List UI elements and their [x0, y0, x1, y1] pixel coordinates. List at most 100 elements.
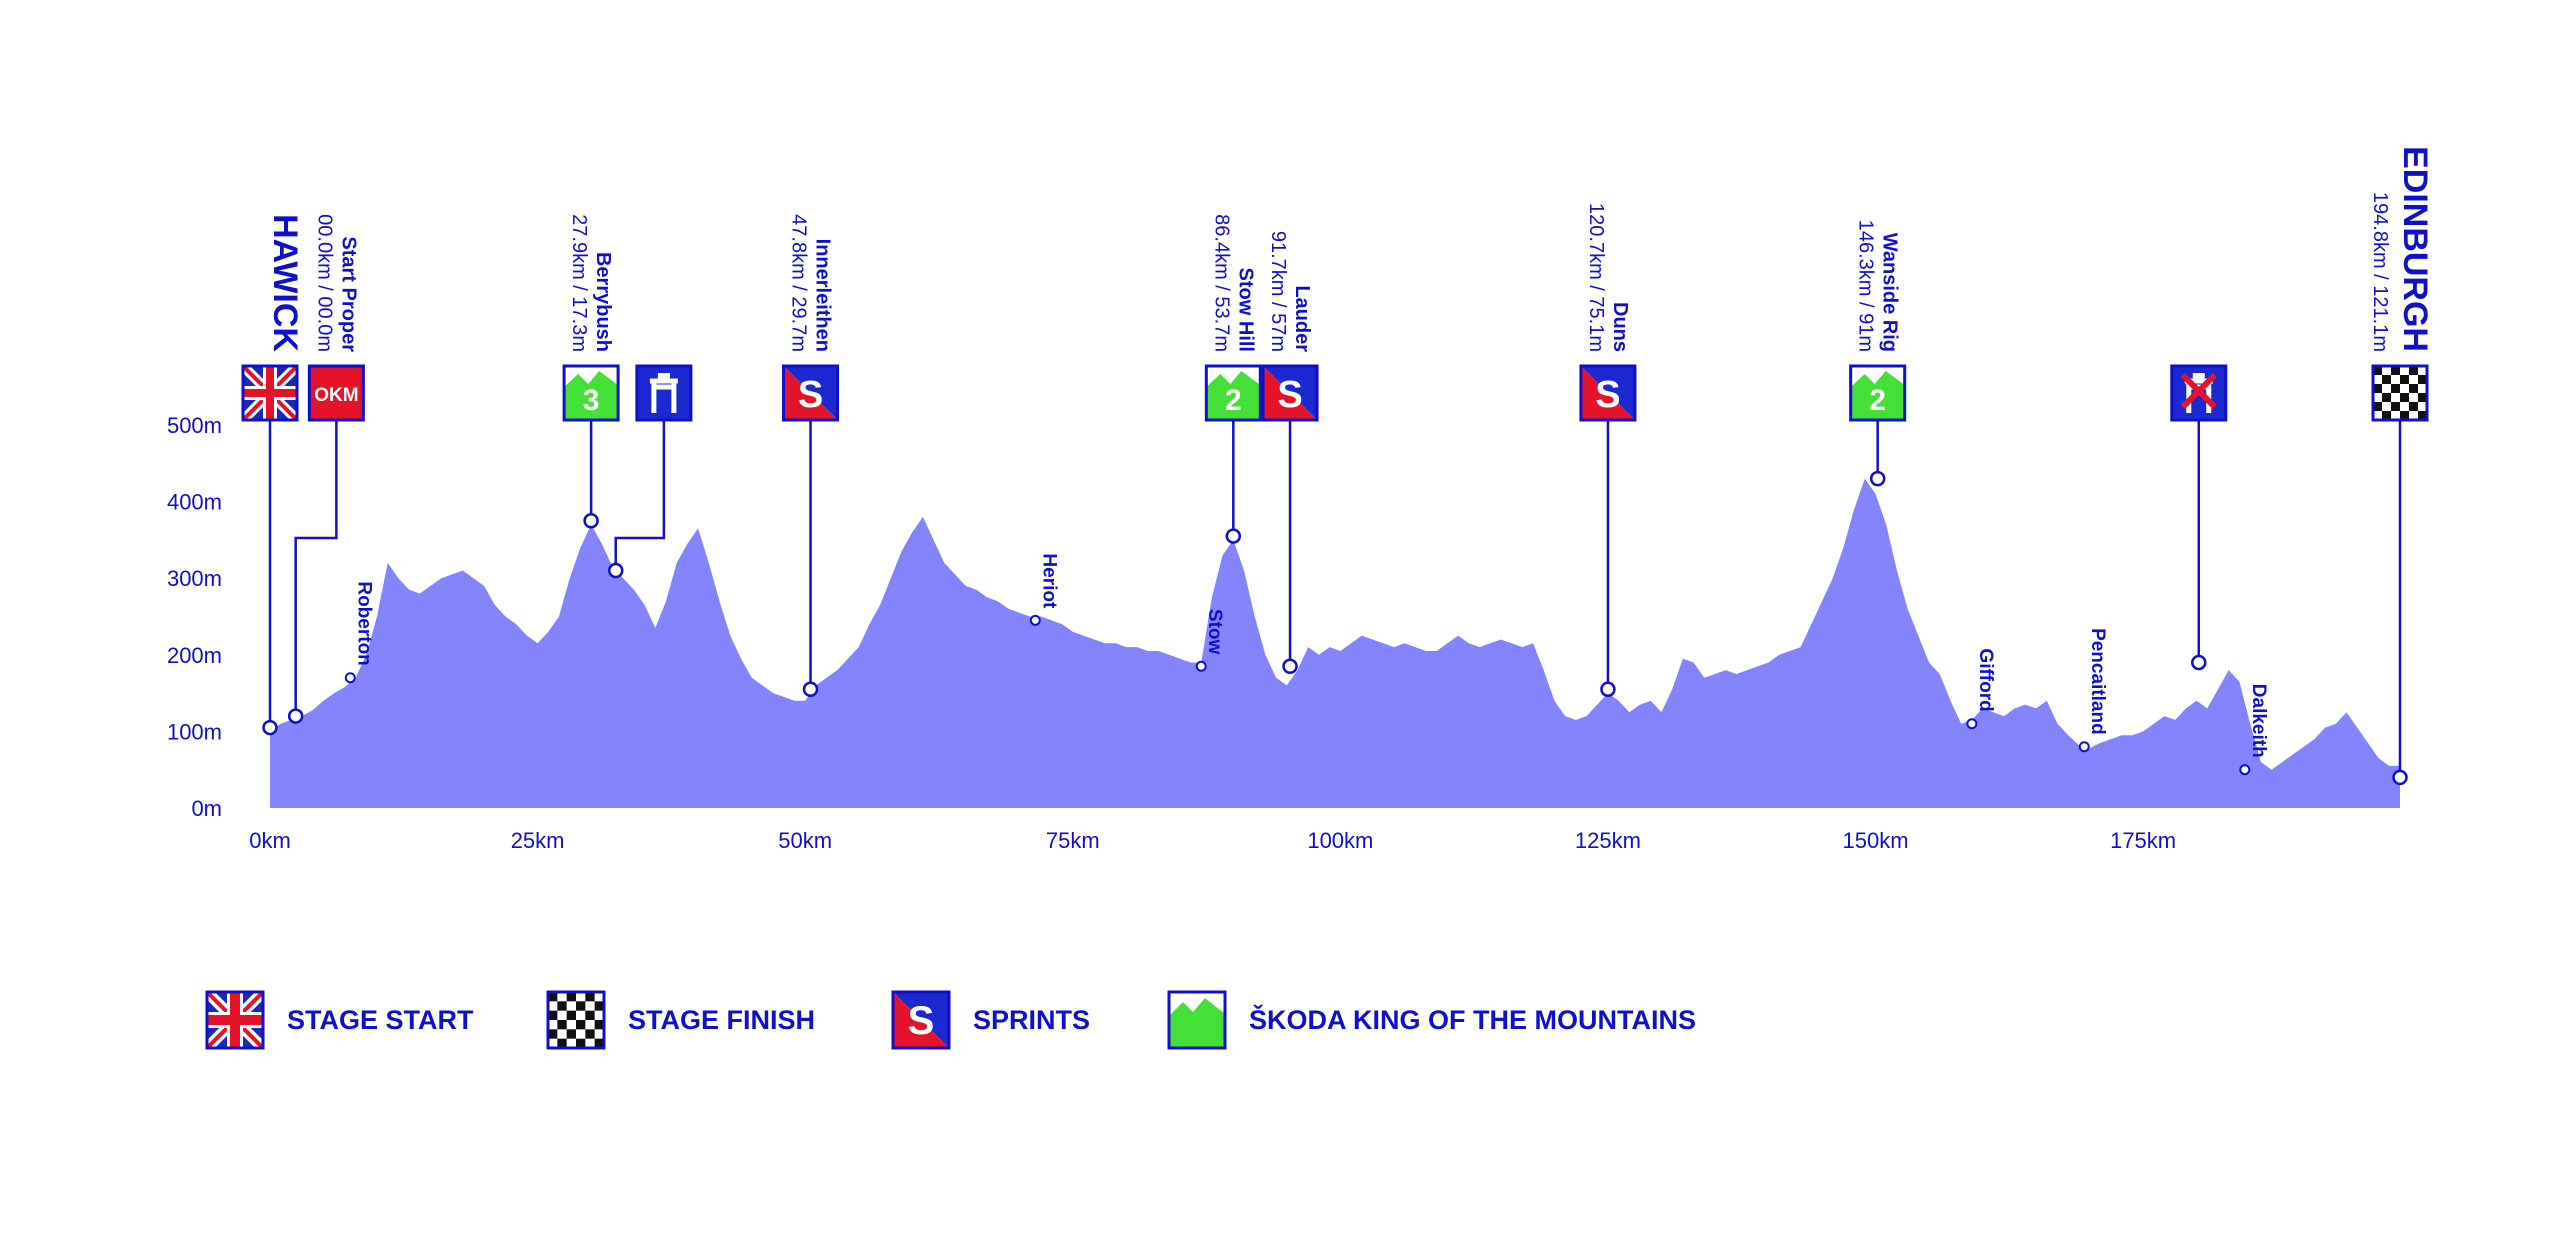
marker-detail: 86.4km / 53.7m — [1210, 214, 1232, 352]
town-label: Dalkeith — [2248, 684, 2269, 758]
mountain-icon — [1206, 371, 1261, 420]
marker-title: Lauder — [1291, 285, 1313, 352]
stage-start-legend-icon — [205, 990, 265, 1050]
marker-point — [607, 562, 624, 579]
marker-point — [262, 719, 278, 736]
marker-border — [241, 364, 299, 422]
x-tick-label: 150km — [1843, 828, 1909, 853]
town-label: Heriot — [1038, 553, 1059, 609]
marker-title: EDINBURGH — [2396, 146, 2434, 352]
x-tick-label: 175km — [2110, 828, 2176, 853]
marker-box: OKM — [307, 364, 365, 422]
checker-square — [566, 1029, 576, 1039]
checker-square — [548, 992, 558, 1002]
marker-feed — [607, 364, 693, 579]
town-label: Gifford — [1975, 648, 1996, 711]
y-tick-label: 200m — [167, 643, 222, 668]
x-tick-label: 100km — [1307, 828, 1373, 853]
town-point — [1195, 660, 1207, 672]
sprint-legend-badge: S — [908, 999, 935, 1043]
sprint-badge: S — [798, 374, 823, 416]
marker-border — [635, 364, 693, 422]
town-label: Stow — [1204, 609, 1225, 655]
checker-square — [594, 1038, 604, 1048]
x-tick-label: 75km — [1046, 828, 1100, 853]
elevation-area — [270, 478, 2400, 808]
marker-line — [614, 421, 666, 571]
y-tick-label: 100m — [167, 719, 222, 744]
marker-border — [2170, 364, 2228, 422]
checker-square — [557, 1038, 567, 1048]
checker-square — [594, 1020, 604, 1030]
marker-point — [2191, 654, 2207, 671]
marker-box: S — [782, 364, 840, 422]
marker-box — [2371, 364, 2429, 422]
marker-start: HAWICK — [241, 214, 304, 736]
marker-title: Duns — [1609, 302, 1631, 352]
sprint-badge: S — [1595, 374, 1620, 416]
checker-square — [585, 992, 595, 1002]
sprints-legend-label: SPRINTS — [973, 1004, 1091, 1035]
y-tick-label: 500m — [167, 413, 222, 438]
marker-box: 2 — [1849, 364, 1907, 422]
checker-square — [548, 1029, 558, 1039]
marker-border — [562, 364, 620, 422]
town-point — [1029, 614, 1041, 626]
y-tick-label: 300m — [167, 566, 222, 591]
marker-point — [802, 681, 819, 698]
marker-title: Innerleithen — [812, 239, 834, 352]
kom-legend-label: ŠKODA KING OF THE MOUNTAINS — [1249, 1004, 1696, 1035]
y-tick-label: 400m — [167, 490, 222, 515]
checker-square — [585, 1010, 595, 1020]
marker-title: HAWICK — [266, 214, 304, 352]
checker-square — [576, 1038, 586, 1048]
marker-box — [635, 364, 693, 422]
town-label: Pencaitland — [2087, 628, 2108, 735]
marker-detail: 146.3km / 91m — [1855, 220, 1877, 352]
marker-title: Start Proper — [337, 236, 359, 352]
marker-point — [1282, 658, 1298, 675]
legend-stage-start: STAGE START — [205, 990, 474, 1050]
marker-line — [294, 421, 338, 717]
marker-point — [287, 708, 304, 724]
marker-border — [1579, 364, 1637, 422]
marker-title: Stow Hill — [1234, 268, 1256, 352]
sprint-legend-icon: S — [891, 990, 951, 1050]
marker-border — [307, 364, 365, 422]
kom-category: 2 — [1225, 384, 1242, 417]
marker-title: Wanside Rig — [1879, 233, 1901, 352]
marker-point — [1225, 528, 1242, 544]
marker-box: S — [1261, 364, 1319, 422]
marker-detail: 120.7km / 75.1m — [1585, 203, 1607, 352]
okm-badge: OKM — [314, 385, 358, 406]
marker-point — [2392, 769, 2408, 786]
mountain-icon — [1850, 371, 1905, 420]
marker-border — [782, 364, 840, 422]
checker-square — [594, 1001, 604, 1011]
marker-border — [2371, 364, 2429, 422]
marker-border — [1849, 364, 1907, 422]
marker-point — [1869, 470, 1886, 487]
marker-box: S — [1579, 364, 1637, 422]
marker-box — [241, 364, 299, 422]
sprint-badge: S — [1277, 374, 1302, 416]
x-tick-label: 125km — [1575, 828, 1641, 853]
stage-finish-legend-label: STAGE FINISH — [628, 1004, 816, 1035]
checker-square — [548, 1010, 558, 1020]
marker-detail: 194.8km / 121.1m — [2369, 192, 2391, 352]
marker-feedx — [2170, 364, 2228, 671]
town-point — [2078, 741, 2090, 753]
marker-border — [1261, 364, 1319, 422]
checker-square — [566, 992, 576, 1002]
checker-square — [585, 1029, 595, 1039]
mountain-icon — [564, 371, 619, 420]
checker-square — [557, 1020, 567, 1030]
x-tick-label: 0km — [249, 828, 291, 853]
